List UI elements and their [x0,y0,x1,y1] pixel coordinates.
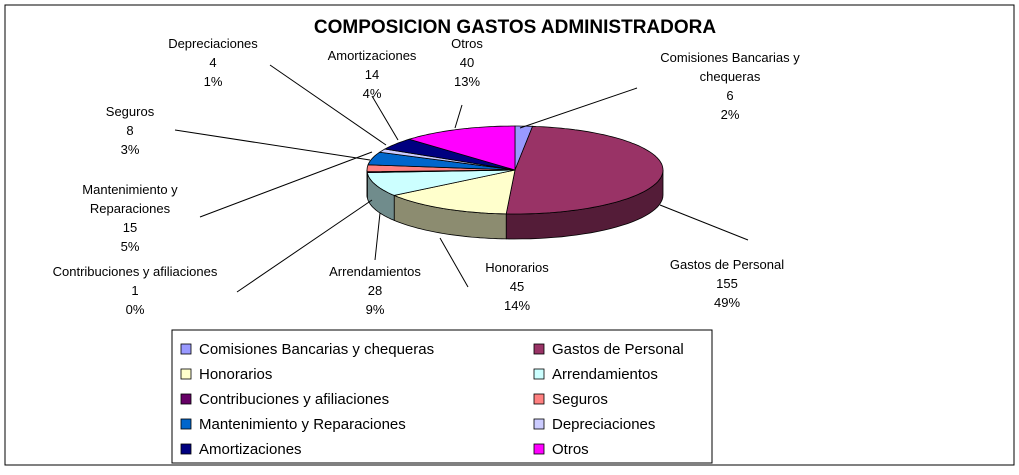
label-value: 1 [30,281,240,300]
label-value: 14 [307,65,437,84]
label-value: 6 [643,86,818,105]
legend-marker [181,419,191,429]
label-percent: 2% [643,105,818,124]
label-percent: 14% [457,296,577,315]
legend-label: Seguros [552,391,608,408]
legend-label: Mantenimiento y Reparaciones [199,416,406,433]
label-value: 15 [73,218,188,237]
legend-label: Honorarios [199,366,272,383]
label-percent: 9% [310,300,440,319]
label-percent: 0% [30,300,240,319]
legend-label: Otros [552,441,589,458]
label-value: 40 [427,53,507,72]
label-percent: 1% [148,72,278,91]
legend-marker [181,394,191,404]
legend-label: Arrendamientos [552,366,658,383]
legend-label: Depreciaciones [552,416,655,433]
legend-marker [534,344,544,354]
chart-title: COMPOSICION GASTOS ADMINISTRADORA [314,17,716,38]
legend-marker [181,369,191,379]
label-name: Gastos de Personal [637,255,817,274]
label-value: 155 [637,274,817,293]
label-name: Amortizaciones [307,46,437,65]
legend-label: Contribuciones y afiliaciones [199,391,389,408]
label-name: Mantenimiento y Reparaciones [73,180,188,218]
legend-label: Amortizaciones [199,441,302,458]
legend-label: Gastos de Personal [552,341,684,358]
label-percent: 5% [73,237,188,256]
legend-marker [534,369,544,379]
label-percent: 4% [307,84,437,103]
label-name: Honorarios [457,258,577,277]
label-percent: 49% [637,293,817,312]
legend-marker [534,394,544,404]
label-percent: 3% [80,140,180,159]
label-name: Arrendamientos [310,262,440,281]
label-value: 45 [457,277,577,296]
legend-marker [534,444,544,454]
label-value: 4 [148,53,278,72]
legend-marker [181,344,191,354]
label-name: Depreciaciones [148,34,278,53]
label-name: Otros [427,34,507,53]
label-percent: 13% [427,72,507,91]
label-value: 28 [310,281,440,300]
legend-label: Comisiones Bancarias y chequeras [199,341,434,358]
label-name: Comisiones Bancarias y chequeras [643,48,818,86]
legend-marker [534,419,544,429]
legend-marker [181,444,191,454]
